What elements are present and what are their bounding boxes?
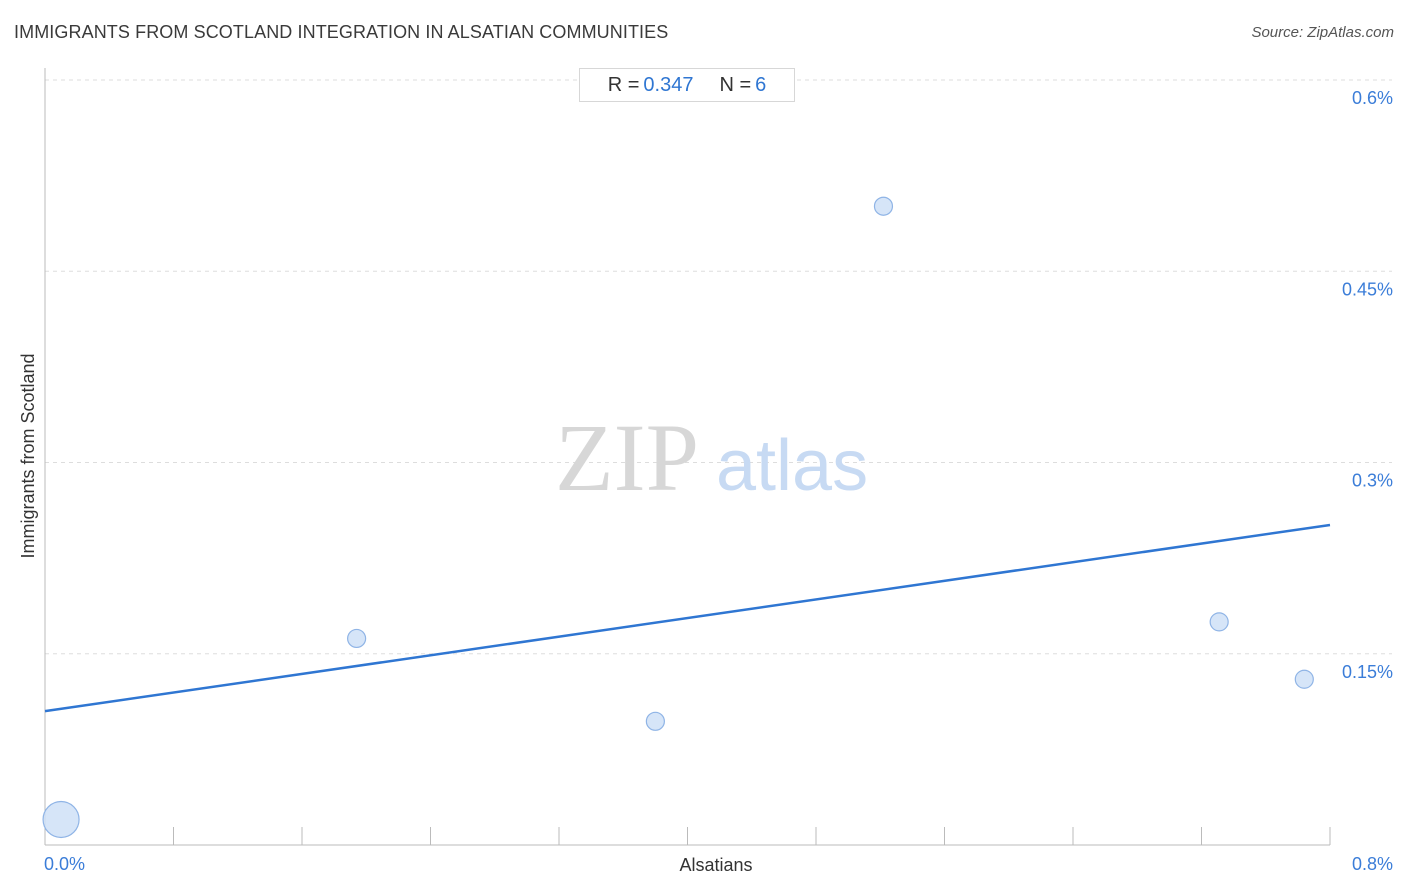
axes [44,68,1331,846]
watermark-atlas: atlas [716,426,868,506]
y-tick-label: 0.45% [1342,279,1393,299]
data-point-1 [347,628,367,649]
y-tick-label: 0.15% [1342,662,1393,682]
y-tick-label: 0.6% [1352,88,1393,108]
r-label: R = [607,73,640,96]
data-point-3 [873,196,894,216]
n-value: 6 [755,73,767,96]
chart-title: IMMIGRANTS FROM SCOTLAND INTEGRATION IN … [14,22,669,42]
data-point-2 [645,711,665,731]
x-tick-label: 0.8% [1352,854,1393,874]
points-group [42,196,1314,839]
data-point-5 [1294,669,1314,689]
data-point-0 [42,800,80,839]
watermark-zip: ZIP [555,404,699,511]
y-tick-labels: 0.15% 0.3% 0.45% 0.6% [1342,88,1393,682]
r-value: 0.347 [643,73,694,96]
data-point-4 [1209,612,1229,632]
trendline [44,523,1331,713]
correlation-stats-box: R = 0.347 N = 6 [579,68,795,102]
y-tick-label: 0.3% [1352,471,1393,491]
n-label: N = [719,73,752,96]
source-label: Source: ZipAtlas.com [1251,24,1394,41]
gridlines [45,79,1392,655]
trendline-group [44,523,1331,713]
watermark: ZIP atlas [555,404,868,511]
x-axis-title: Alsatians [679,855,752,875]
y-axis-title: Immigrants from Scotland [18,353,38,558]
x-tick-label: 0.0% [44,854,85,874]
x-tick-labels: 0.0% 0.8% [44,854,1393,874]
